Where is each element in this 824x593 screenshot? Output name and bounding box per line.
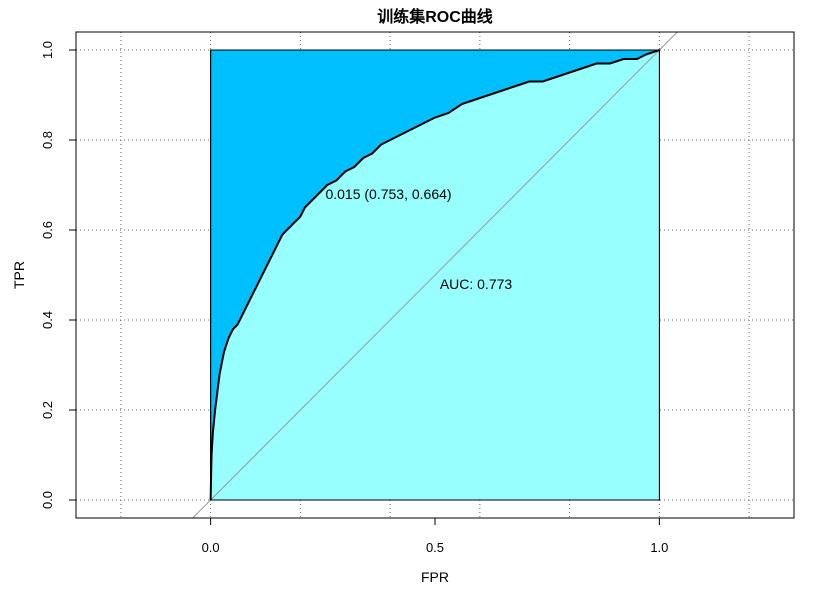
roc-lines — [192, 31, 678, 519]
y-tick-label: 0.8 — [40, 131, 55, 149]
reference-diagonal — [192, 31, 678, 519]
unit-square-border — [210, 49, 660, 501]
y-tick-label: 0.4 — [40, 311, 55, 329]
y-tick-label: 0.2 — [40, 401, 55, 419]
auc-label: AUC: 0.773 — [440, 276, 513, 292]
threshold-label: 0.015 (0.753, 0.664) — [325, 186, 451, 202]
roc-curve — [209, 49, 660, 501]
y-axis-ticks: 0.0 0.2 0.4 0.6 0.8 1.0 — [40, 41, 76, 509]
y-tick-label: 0.6 — [40, 221, 55, 239]
x-tick-label: 0.5 — [426, 540, 444, 555]
x-axis-ticks: 0.0 0.5 1.0 — [202, 518, 668, 555]
x-axis-title: FPR — [421, 569, 449, 585]
y-tick-label: 0.0 — [40, 491, 55, 509]
x-tick-label: 0.0 — [202, 540, 220, 555]
y-tick-label: 1.0 — [40, 41, 55, 59]
chart-title: 训练集ROC曲线 — [377, 7, 493, 26]
x-tick-label: 1.0 — [650, 540, 668, 555]
y-axis-title: TPR — [11, 261, 27, 289]
